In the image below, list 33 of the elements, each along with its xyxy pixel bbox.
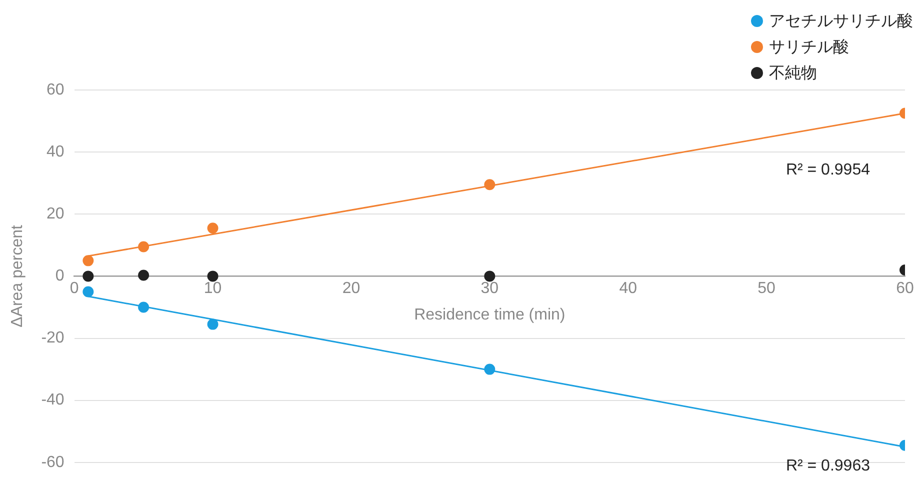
point xyxy=(82,270,94,282)
legend-label: サリチル酸 xyxy=(769,38,849,58)
annotation: R² = 0.9963 xyxy=(786,457,870,474)
y-tick-label: -40 xyxy=(41,392,64,409)
point xyxy=(207,222,218,234)
legend-label: 不純物 xyxy=(769,64,817,84)
y-tick-label: 60 xyxy=(46,81,64,98)
x-axis-title: Residence time (min) xyxy=(414,306,566,324)
x-tick-label: 10 xyxy=(204,280,222,298)
x-tick-label: 40 xyxy=(619,280,638,298)
point xyxy=(207,318,218,330)
y-tick-label: -60 xyxy=(41,454,64,471)
x-tick-label: 30 xyxy=(480,280,499,298)
x-tick-label: 60 xyxy=(896,280,914,298)
point xyxy=(484,270,496,282)
point xyxy=(138,241,150,252)
y-tick-label: 40 xyxy=(46,143,64,160)
y-tick-label: 0 xyxy=(55,268,64,285)
x-tick-label: 0 xyxy=(70,280,79,298)
point xyxy=(484,364,496,375)
x-tick-label: 20 xyxy=(342,280,360,298)
point xyxy=(207,270,218,282)
y-axis-title: ΔArea percent xyxy=(9,224,26,328)
point xyxy=(138,302,150,313)
legend-label: アセチルサリチル酸 xyxy=(769,12,913,32)
x-tick-label: 50 xyxy=(758,280,776,298)
point xyxy=(138,270,150,281)
y-tick-label: 20 xyxy=(46,206,64,223)
point xyxy=(82,255,94,266)
y-tick-label: -20 xyxy=(41,330,64,347)
annotation: R² = 0.9954 xyxy=(786,162,870,179)
point xyxy=(484,179,496,190)
point xyxy=(82,286,94,298)
